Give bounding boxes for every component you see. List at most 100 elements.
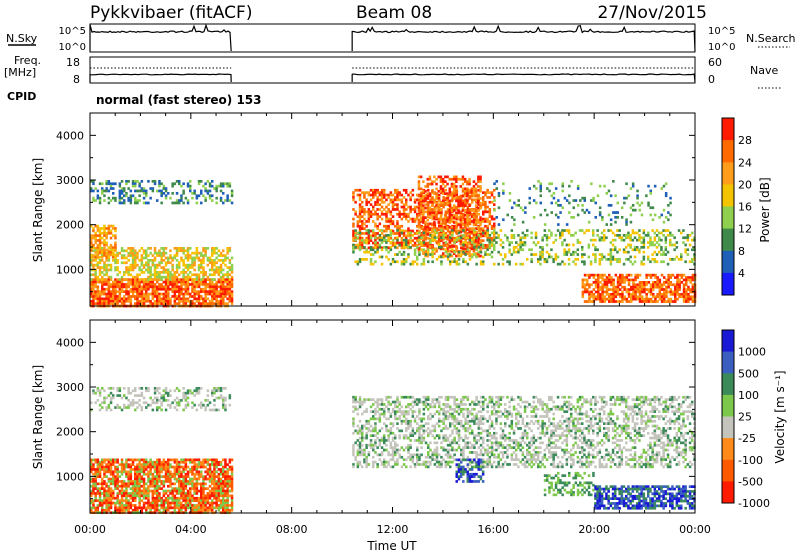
- echo-cell: [599, 281, 602, 284]
- echo-cell: [145, 280, 148, 284]
- echo-cell: [385, 198, 388, 202]
- echo-cell: [446, 201, 449, 205]
- echo-cell: [206, 189, 210, 193]
- echo-cell: [490, 224, 494, 228]
- echo-cell: [452, 187, 456, 191]
- echo-cell: [468, 258, 472, 261]
- echo-cell: [120, 283, 124, 286]
- echo-cell: [131, 285, 135, 289]
- echo-cell: [610, 281, 613, 284]
- echo-cell: [158, 292, 161, 296]
- echo-cell: [109, 187, 113, 190]
- echo-cell: [118, 251, 122, 255]
- echo-cell: [358, 239, 362, 242]
- echo-cell: [411, 208, 415, 211]
- echo-cell: [625, 250, 628, 254]
- echo-cell: [457, 177, 460, 181]
- echo-cell: [92, 243, 95, 247]
- echo-cell: [649, 189, 652, 193]
- echo-cell: [620, 206, 624, 210]
- echo-cell: [450, 254, 454, 258]
- echo-cell: [601, 297, 604, 301]
- echo-cell: [352, 224, 355, 228]
- echo-cell: [136, 295, 139, 298]
- echo-cell: [189, 271, 192, 274]
- echo-cell: [486, 191, 489, 194]
- echo-cell: [358, 198, 362, 202]
- echo-cell: [156, 287, 159, 291]
- echo-cell: [129, 501, 133, 505]
- echo-cell: [175, 278, 179, 281]
- echo-cell: [568, 201, 571, 205]
- echo-cell: [131, 184, 135, 188]
- echo-cell: [424, 229, 428, 233]
- echo-cell: [147, 283, 150, 286]
- echo-cell: [389, 198, 393, 202]
- echo-cell: [94, 283, 97, 286]
- echo-cell: [114, 243, 117, 247]
- velocity-data-cells: [90, 387, 696, 514]
- echo-cell: [219, 302, 223, 305]
- echo-cell: [389, 217, 393, 221]
- echo-cell: [156, 280, 159, 284]
- echo-cell: [413, 244, 417, 247]
- echo-cell: [151, 499, 155, 502]
- echo-cell: [495, 241, 498, 244]
- echo-cell: [597, 276, 600, 279]
- echo-cell: [142, 458, 146, 462]
- echo-cell: [641, 295, 644, 299]
- echo-cell: [603, 290, 607, 294]
- echo-cell: [468, 242, 471, 246]
- echo-cell: [134, 249, 137, 253]
- echo-cell: [647, 184, 650, 188]
- echo-cell: [98, 463, 102, 466]
- echo-cell: [610, 276, 613, 279]
- echo-cell: [599, 285, 602, 289]
- echo-cell: [92, 482, 95, 486]
- echo-cell: [468, 204, 471, 207]
- echo-cell: [597, 283, 600, 287]
- echo-cell: [649, 260, 652, 264]
- echo-cell: [116, 285, 119, 289]
- echo-cell: [400, 224, 404, 228]
- echo-cell: [402, 262, 406, 266]
- echo-cell: [543, 223, 547, 226]
- echo-cell: [437, 240, 440, 243]
- echo-cell: [127, 501, 130, 505]
- echo-cell: [112, 482, 115, 486]
- echo-cell: [164, 290, 168, 293]
- echo-cell: [123, 278, 126, 281]
- echo-cell: [118, 501, 122, 505]
- echo-cell: [103, 273, 106, 277]
- echo-cell: [123, 508, 126, 512]
- echo-cell: [671, 234, 674, 237]
- echo-cell: [164, 194, 168, 198]
- echo-cell: [563, 229, 566, 232]
- echo-cell: [687, 293, 690, 296]
- echo-cell: [508, 243, 511, 247]
- echo-cell: [450, 245, 454, 248]
- echo-cell: [363, 191, 366, 194]
- echo-cell: [616, 276, 620, 279]
- echo-cell: [145, 506, 148, 510]
- echo-cell: [484, 244, 487, 247]
- echo-cell: [184, 266, 188, 269]
- echo-cell: [96, 504, 100, 507]
- echo-cell: [219, 285, 223, 289]
- echo-cell: [640, 262, 643, 266]
- echo-cell: [114, 465, 117, 469]
- echo-cell: [482, 198, 485, 202]
- echo-cell: [632, 285, 635, 289]
- echo-cell: [424, 234, 428, 238]
- echo-cell: [554, 187, 558, 190]
- echo-cell: [186, 283, 190, 286]
- echo-cell: [149, 266, 152, 269]
- echo-cell: [427, 188, 430, 192]
- echo-cell: [356, 231, 360, 235]
- cpid-label: CPID: [7, 90, 36, 103]
- echo-cell: [186, 273, 190, 277]
- echo-cell: [109, 266, 113, 269]
- echo-cell: [142, 489, 146, 493]
- echo-cell: [405, 191, 408, 194]
- echo-cell: [621, 278, 624, 282]
